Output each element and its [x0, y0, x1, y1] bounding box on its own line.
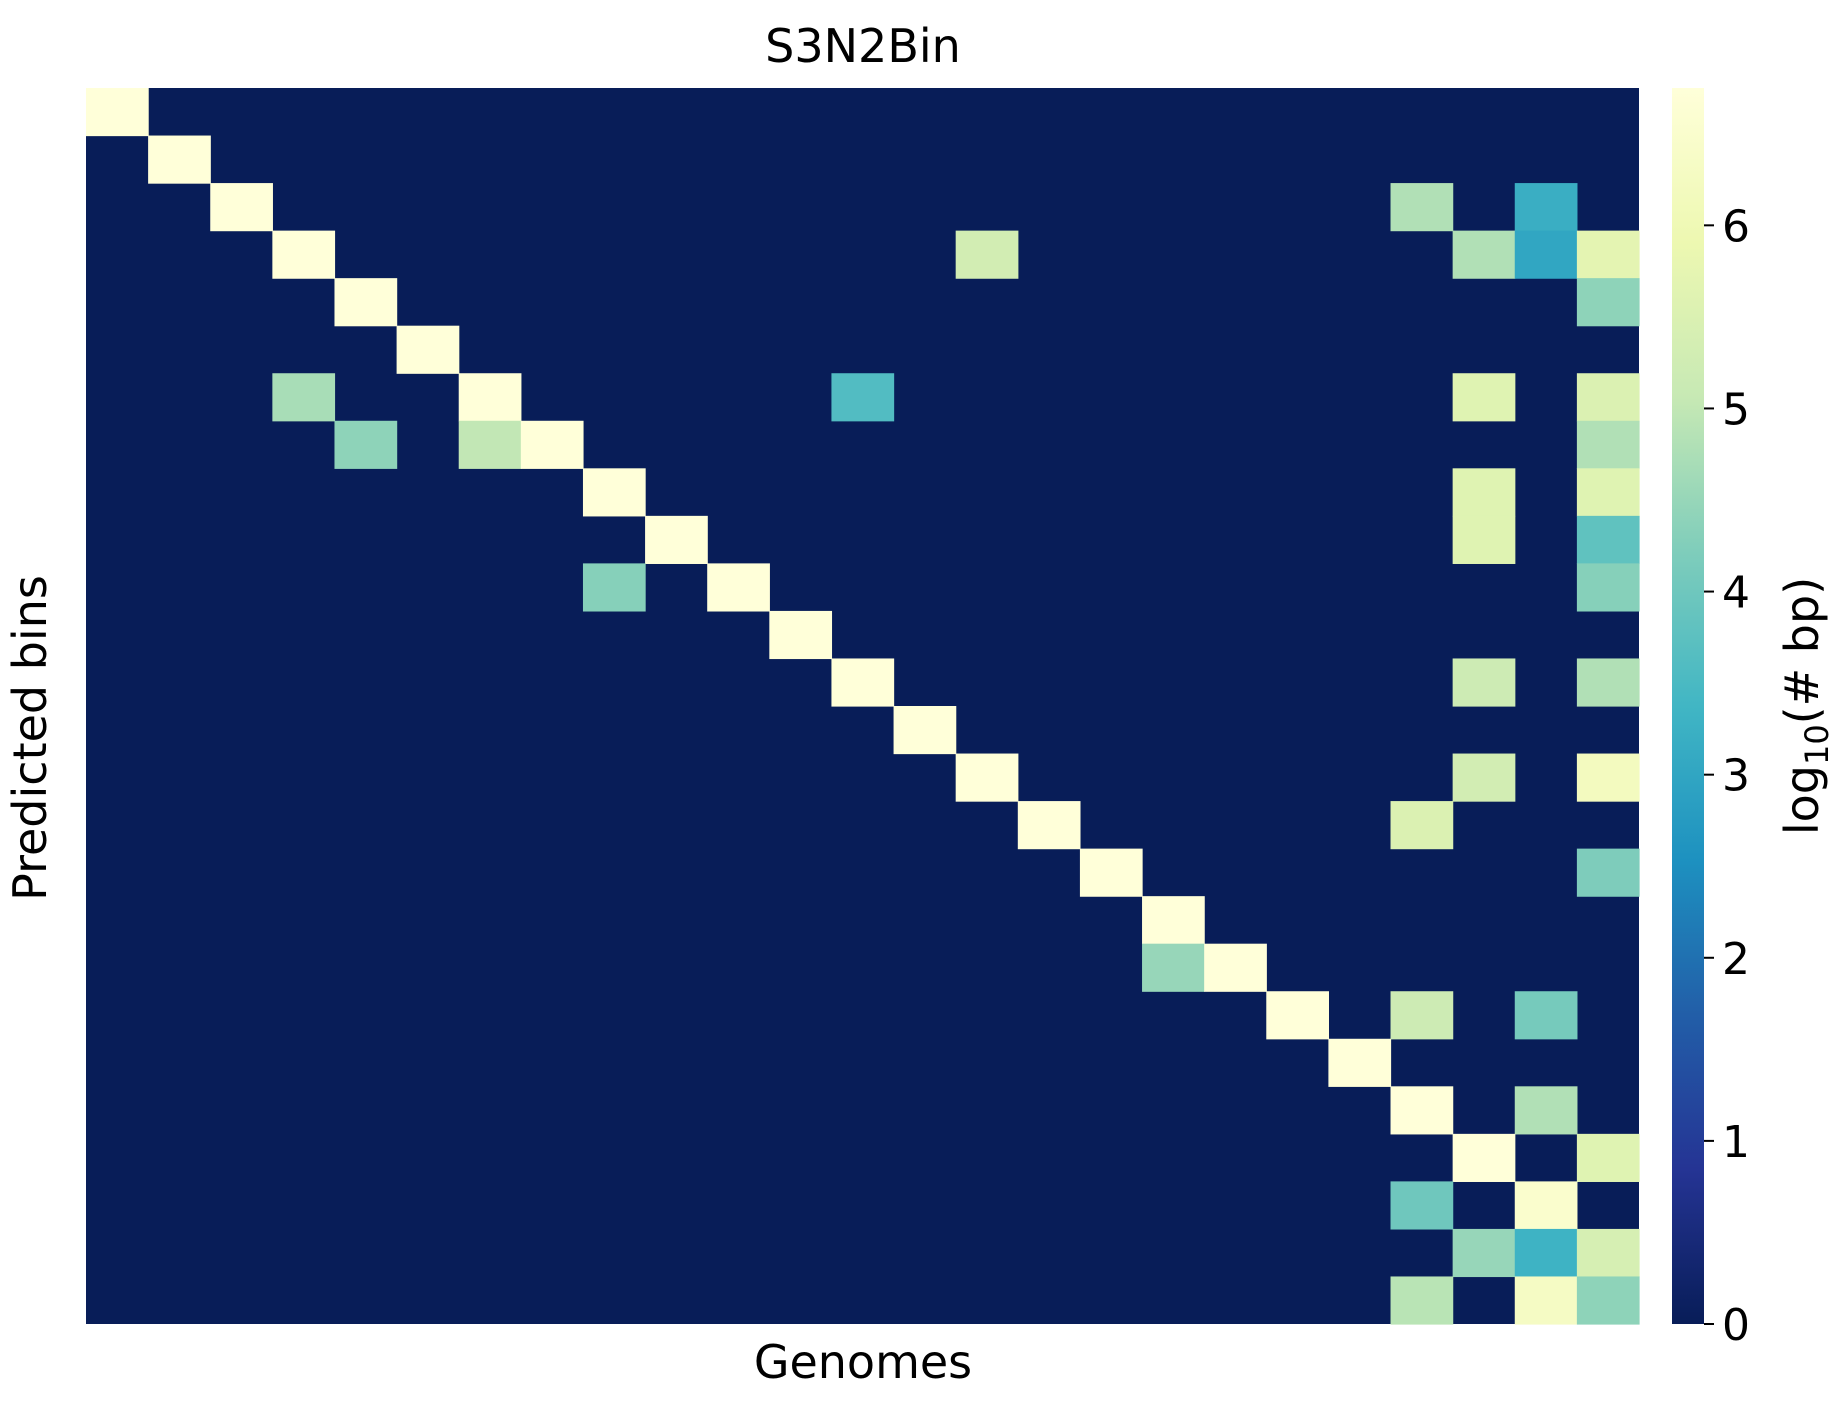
heatmap-cell	[1514, 1181, 1578, 1230]
colorbar-label-sub: 10	[1798, 724, 1836, 765]
heatmap-cell	[1514, 183, 1578, 232]
heatmap-cell	[1576, 468, 1640, 517]
heatmap-cell	[1390, 1276, 1454, 1325]
heatmap-cell	[1390, 1086, 1454, 1135]
heatmap-cell	[1328, 1038, 1392, 1087]
heatmap-cell	[1514, 991, 1578, 1040]
heatmap-cell	[334, 278, 398, 327]
heatmap-cell	[520, 420, 584, 469]
heatmap-cell	[396, 325, 460, 374]
heatmap-cell	[1514, 1086, 1578, 1135]
heatmap-cell	[1017, 801, 1081, 850]
colorbar-tick-label: 1	[1722, 1117, 1750, 1168]
heatmap-cell	[1142, 896, 1205, 945]
heatmap-cell	[1576, 563, 1640, 612]
heatmap-cell	[458, 373, 522, 422]
colorbar-label: log10(# bp)	[1775, 577, 1836, 835]
colorbar-label-main: log	[1775, 765, 1829, 835]
heatmap-cell	[1576, 515, 1640, 564]
heatmap-cell	[458, 420, 522, 469]
heatmap-cells	[86, 88, 1640, 1325]
heatmap-cell	[645, 515, 708, 564]
heatmap-cell	[334, 420, 398, 469]
heatmap-cell	[1452, 1228, 1516, 1278]
heatmap-cell	[707, 563, 770, 612]
heatmap-cell	[1576, 1276, 1640, 1325]
heatmap-cell	[893, 706, 957, 755]
colorbar-tick-label: 6	[1722, 201, 1750, 252]
colorbar-tick-label: 4	[1722, 568, 1750, 619]
heatmap-cell	[831, 373, 895, 422]
heatmap-cell	[769, 610, 833, 660]
heatmap-cell	[1452, 468, 1516, 517]
colorbar-tick-label: 5	[1722, 384, 1750, 435]
heatmap-cell	[272, 230, 336, 279]
heatmap-cell	[1390, 1181, 1454, 1230]
colorbar-tick-label: 3	[1722, 751, 1750, 802]
colorbar	[1672, 88, 1704, 1324]
heatmap-cell	[1452, 373, 1516, 422]
colorbar-tick-label: 0	[1722, 1300, 1750, 1351]
heatmap-cell	[1576, 753, 1640, 802]
heatmap-cell	[955, 753, 1019, 802]
heatmap-cell	[1576, 1133, 1640, 1182]
heatmap-cell	[1266, 991, 1329, 1040]
heatmap-cell	[1576, 1228, 1640, 1278]
chart-title: S3N2Bin	[765, 19, 961, 73]
colorbar-tick-label: 2	[1722, 934, 1750, 985]
heatmap-cell	[272, 373, 336, 422]
heatmap-cell	[831, 658, 895, 707]
heatmap-cell	[1079, 848, 1143, 897]
heatmap-cell	[582, 468, 646, 517]
heatmap-cell	[1576, 420, 1640, 469]
heatmap-cell	[1452, 753, 1516, 802]
heatmap-cell	[148, 135, 211, 184]
heatmap-cell	[86, 88, 149, 137]
heatmap-cell	[1576, 278, 1640, 327]
heatmap-cell	[1514, 1276, 1578, 1325]
heatmap-cell	[582, 563, 646, 612]
colorbar-ticks: 0 1 2 3 4 5 6	[1704, 201, 1750, 1351]
heatmap-cell	[1514, 230, 1578, 279]
heatmap-cell	[1452, 658, 1516, 707]
heatmap-cell	[210, 183, 273, 232]
heatmap-cell	[1204, 943, 1267, 992]
heatmap-cell	[1390, 183, 1454, 232]
y-axis-label: Predicted bins	[3, 575, 57, 901]
x-axis-label: Genomes	[754, 1335, 972, 1389]
heatmap-cell	[1142, 943, 1205, 992]
heatmap-cell	[1514, 1228, 1578, 1278]
heatmap-cell	[955, 230, 1019, 279]
heatmap-cell	[1576, 848, 1640, 897]
heatmap-cell	[1452, 230, 1516, 279]
heatmap-cell	[1576, 658, 1640, 707]
heatmap-cell	[1452, 515, 1516, 564]
heatmap-cell	[1390, 801, 1454, 850]
heatmap-cell	[1576, 373, 1640, 422]
colorbar-label-rest: (# bp)	[1775, 577, 1829, 724]
heatmap-cell	[1390, 991, 1454, 1040]
heatmap-cell	[1576, 230, 1640, 279]
heatmap-cell	[1452, 1133, 1516, 1182]
